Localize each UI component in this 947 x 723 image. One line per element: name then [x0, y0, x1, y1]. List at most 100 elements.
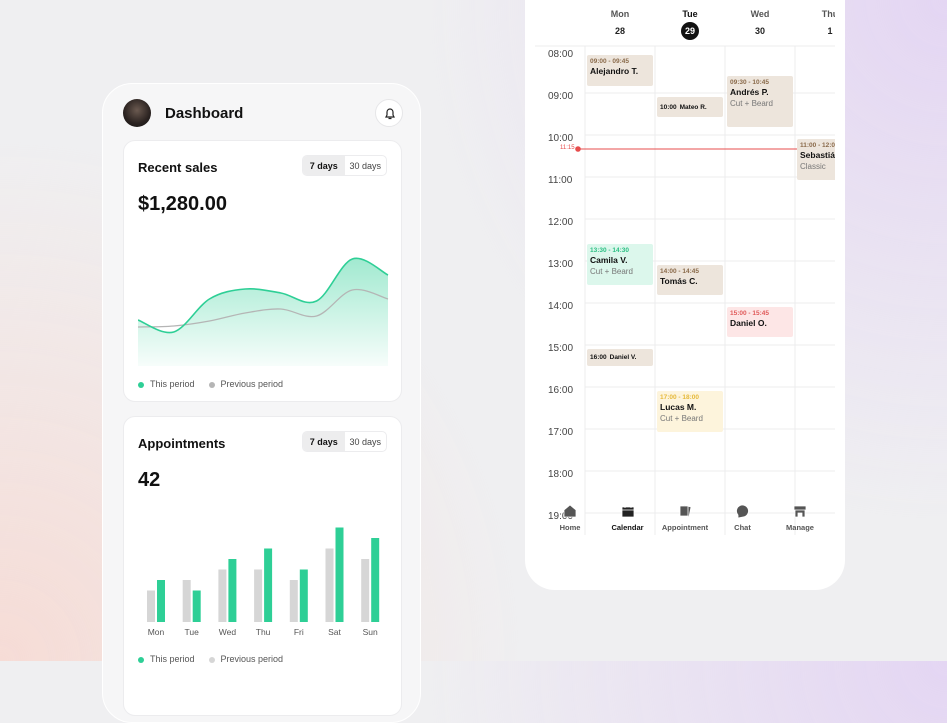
- legend-item: Previous period: [208, 379, 283, 389]
- x-tick-label: Fri: [294, 627, 304, 637]
- hour-label: 09:00: [548, 91, 574, 102]
- event-time: 11:00 - 12:00: [800, 142, 835, 149]
- tab[interactable]: 7 days: [303, 432, 345, 451]
- event[interactable]: 16:00 Daniel V.: [587, 349, 653, 366]
- event-name: Tomás C.: [660, 276, 698, 286]
- nav-label[interactable]: Chat: [734, 523, 751, 532]
- x-tick-label: Tue: [185, 627, 200, 637]
- bar: [147, 590, 155, 622]
- day-date: 28: [614, 26, 625, 36]
- nav-icon[interactable]: [677, 503, 693, 519]
- event[interactable]: 17:00 - 18:00 Lucas M. Cut + Beard: [657, 391, 723, 432]
- area-fill: [138, 258, 388, 366]
- event[interactable]: 11:00 - 12:00Sebastián Classic: [797, 139, 835, 180]
- line: [138, 257, 389, 334]
- calendar-phone: 08:00 09:00 10:00 11:00 12:00 13:00 14:00 15:00…: [525, 0, 845, 590]
- event-service: Cut + Beard: [660, 414, 703, 423]
- nav-icon[interactable]: [620, 503, 636, 519]
- day-name: Thu: [821, 9, 835, 19]
- nav-label[interactable]: Appointment: [661, 523, 709, 532]
- appointments-total: 42: [138, 469, 161, 491]
- event-name: Sebastián: [800, 150, 835, 160]
- nav-label[interactable]: Calendar: [611, 523, 644, 532]
- hour-label: 10:00: [548, 133, 574, 144]
- bar: [299, 569, 308, 622]
- bar: [361, 559, 370, 622]
- day-name: Tue: [682, 9, 698, 19]
- avatar[interactable]: [123, 99, 151, 127]
- event-name: Daniel V.: [609, 354, 637, 361]
- period-tabs: 7 days 30 days: [302, 155, 387, 176]
- icon-shape: [793, 505, 807, 518]
- hour-label: 19:00: [548, 511, 574, 522]
- bar: [335, 527, 344, 622]
- legend-item: This period: [138, 379, 195, 389]
- tab[interactable]: 30 days: [349, 436, 382, 447]
- event-time: 13:30 - 14:30: [590, 247, 630, 254]
- day-name: Mon: [610, 9, 630, 19]
- now-label: 11:15: [560, 145, 575, 151]
- appointments-card: Appointments 7 days 30 days 42 Mon Tue Wed…: [123, 416, 402, 716]
- event-time: 16:00: [590, 354, 607, 361]
- tab[interactable]: 7 days: [303, 156, 345, 175]
- x-tick-label: Sun: [363, 627, 378, 637]
- x-tick-label: Mon: [148, 627, 165, 637]
- hour-label: 15:00: [548, 343, 574, 354]
- event-name: Alejandro T.: [590, 66, 639, 76]
- sales-chart: [138, 257, 389, 366]
- dashboard-phone: Dashboard Recent sales 7 days 30 days $1…: [102, 83, 421, 723]
- event[interactable]: 09:00 - 09:45 Alejandro T.: [587, 55, 653, 86]
- icon-shape: [735, 504, 749, 519]
- card-title: Appointments: [138, 436, 226, 451]
- event-name: Mateo R.: [679, 103, 707, 111]
- event-time: 09:00 - 09:45: [590, 58, 630, 65]
- icon-shape: [621, 505, 634, 518]
- event-name: Andrés P.: [730, 87, 769, 97]
- hour-label: 18:00: [548, 469, 574, 480]
- event-service: Cut + Beard: [590, 267, 633, 276]
- period-tabs: 7 days 30 days: [302, 431, 387, 452]
- day-date: 1: [827, 26, 833, 36]
- nav-icon[interactable]: [562, 503, 578, 519]
- bell-button[interactable]: [375, 99, 403, 127]
- legend-label: This period: [150, 379, 195, 389]
- bar: [157, 580, 165, 622]
- event[interactable]: 13:30 - 14:30 Camila V. Cut + Beard: [587, 244, 653, 285]
- event[interactable]: 14:00 - 14:45 Tomás C.: [657, 265, 723, 295]
- event-name: Lucas M.: [660, 402, 697, 412]
- event-name: Daniel O.: [730, 318, 767, 328]
- hour-label: 17:00: [548, 427, 574, 438]
- sales-card: Recent sales 7 days 30 days $1,280.00 Th…: [123, 140, 402, 402]
- legend-item: Previous period: [208, 654, 283, 664]
- event-name: Camila V.: [590, 255, 628, 265]
- day-date: 30: [754, 26, 765, 36]
- event-time: 17:00 - 18:00: [660, 394, 700, 401]
- legend-label: This period: [150, 654, 195, 664]
- hour-label: 13:00: [548, 259, 574, 270]
- card-title: Recent sales: [138, 160, 218, 175]
- nav-icon[interactable]: [735, 503, 751, 519]
- bar: [182, 580, 191, 622]
- event-service: Classic: [800, 162, 826, 171]
- bar: [264, 548, 273, 622]
- hour-label: 12:00: [548, 217, 574, 228]
- bottom-nav: Home Calendar Appointment Chat Manage: [525, 504, 845, 590]
- event[interactable]: 15:00 - 15:45 Daniel O.: [727, 307, 793, 337]
- event[interactable]: 10:00 Mateo R.: [657, 97, 723, 117]
- event-service: Cut + Beard: [730, 99, 773, 108]
- legend-item: This period: [138, 654, 195, 664]
- hour-label: 11:00: [548, 175, 573, 186]
- event-time: 15:00 - 15:45: [730, 310, 770, 317]
- hour-label: 16:00: [548, 385, 574, 396]
- nav-icon[interactable]: [792, 503, 808, 519]
- tab[interactable]: 30 days: [349, 160, 382, 171]
- event[interactable]: 09:30 - 10:45 Andrés P. Cut + Beard: [727, 76, 793, 127]
- hour-label: 14:00: [548, 301, 574, 312]
- nav-label[interactable]: Home: [559, 523, 581, 532]
- event-time: 09:30 - 10:45: [730, 79, 770, 86]
- x-tick-label: Wed: [219, 627, 237, 637]
- nav-label[interactable]: Manage: [786, 523, 814, 532]
- icon-shape: [679, 504, 692, 518]
- appointments-chart: Mon Tue Wed Thu Fri Sat Sun: [147, 527, 380, 637]
